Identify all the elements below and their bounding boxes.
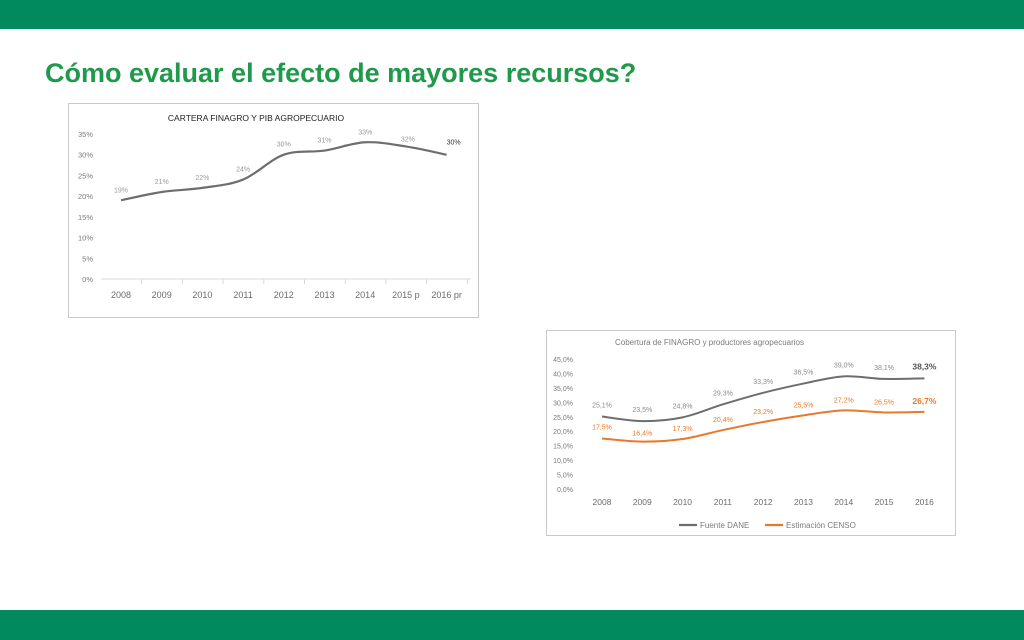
data-label: 25,5% — [794, 402, 814, 409]
y-tick-label: 25% — [78, 171, 93, 180]
data-label: 30% — [447, 140, 461, 147]
y-tick-label: 30% — [78, 151, 93, 160]
x-tick-label: 2014 — [834, 497, 853, 507]
chart-title: Cobertura de FINAGRO y productores agrop… — [615, 338, 804, 347]
y-tick-label: 10,0% — [553, 458, 573, 465]
series-line-cartera — [120, 141, 447, 202]
legend-label: Fuente DANE — [700, 521, 749, 530]
x-tick-label: 2016 — [915, 497, 934, 507]
chart-cartera-finagro: CARTERA FINAGRO Y PIB AGROPECUARIO 0% 5% 1… — [68, 103, 479, 318]
data-label: 33% — [358, 129, 372, 136]
bottom-band — [0, 610, 1024, 640]
y-tick-label: 5,0% — [557, 473, 573, 480]
y-tick-label: 40,0% — [553, 371, 573, 378]
data-label: 19% — [114, 187, 128, 194]
y-tick-label: 15,0% — [553, 444, 573, 451]
x-tick-label: 2012 — [754, 497, 773, 507]
data-label: 17,5% — [592, 424, 612, 431]
data-label: 29,3% — [713, 390, 733, 397]
x-tick-label: 2008 — [593, 497, 612, 507]
x-tick-label: 2009 — [633, 497, 652, 507]
y-tick-label: 0,0% — [557, 487, 573, 494]
y-tick-label: 35% — [78, 130, 93, 139]
y-tick-label: 25,0% — [553, 415, 573, 422]
x-tick-label: 2011 — [233, 290, 252, 300]
x-tick-label: 2008 — [111, 290, 131, 300]
top-band — [0, 0, 1024, 29]
y-tick-label: 15% — [78, 213, 93, 222]
y-tick-label: 35,0% — [553, 386, 573, 393]
data-label: 23,2% — [753, 409, 773, 416]
data-label: 36,5% — [794, 370, 814, 377]
data-label: 24% — [236, 167, 250, 174]
data-label: 38,3% — [912, 361, 937, 371]
legend-label: Estimación CENSO — [786, 521, 856, 530]
x-tick-label: 2010 — [192, 290, 212, 300]
y-tick-label: 10% — [78, 234, 93, 243]
y-tick-label: 0% — [82, 275, 93, 284]
data-label: 22% — [195, 175, 209, 182]
chart-cartera-svg: CARTERA FINAGRO Y PIB AGROPECUARIO 0% 5% 1… — [78, 113, 471, 300]
data-label: 33,3% — [753, 379, 773, 386]
data-label: 20,4% — [713, 417, 733, 424]
y-tick-label: 30,0% — [553, 400, 573, 407]
x-tick-label: 2013 — [794, 497, 813, 507]
y-tick-label: 20,0% — [553, 429, 573, 436]
series-line-estimacion-censo — [601, 409, 925, 443]
data-label: 31% — [317, 138, 331, 145]
data-label: 16,4% — [632, 431, 652, 438]
x-tick-label: 2013 — [314, 290, 334, 300]
data-label: 32% — [401, 136, 415, 143]
x-tick-label: 2009 — [152, 290, 172, 300]
x-tick-label: 2015 — [875, 497, 894, 507]
x-tick-label: 2011 — [714, 497, 733, 507]
x-tick-label: 2015 p — [392, 290, 420, 300]
data-label: 26,5% — [874, 399, 894, 406]
x-tick-label: 2012 — [274, 290, 294, 300]
chart-cobertura-finagro: Cobertura de FINAGRO y productores agrop… — [546, 330, 956, 536]
data-label: 30% — [277, 142, 291, 149]
y-tick-label: 5% — [82, 254, 93, 263]
chart-cobertura-svg: Cobertura de FINAGRO y productores agrop… — [553, 338, 937, 530]
data-label: 38,1% — [874, 365, 894, 372]
data-label: 39,0% — [834, 362, 854, 369]
data-label: 23,5% — [632, 407, 652, 414]
data-label: 24,8% — [673, 403, 693, 410]
y-tick-label: 45,0% — [553, 357, 573, 364]
slide-title: Cómo evaluar el efecto de mayores recurs… — [45, 58, 637, 88]
data-label: 25,1% — [592, 402, 612, 409]
data-label: 17,3% — [673, 426, 693, 433]
chart-title: CARTERA FINAGRO Y PIB AGROPECUARIO — [168, 113, 345, 123]
series-line-fuente-dane — [601, 375, 925, 423]
y-tick-label: 20% — [78, 192, 93, 201]
x-tick-label: 2010 — [673, 497, 692, 507]
data-label: 21% — [155, 179, 169, 186]
data-label: 27,2% — [834, 397, 854, 404]
data-label: 26,7% — [912, 396, 937, 406]
x-tick-label: 2016 pr — [431, 290, 462, 300]
x-tick-label: 2014 — [355, 290, 375, 300]
